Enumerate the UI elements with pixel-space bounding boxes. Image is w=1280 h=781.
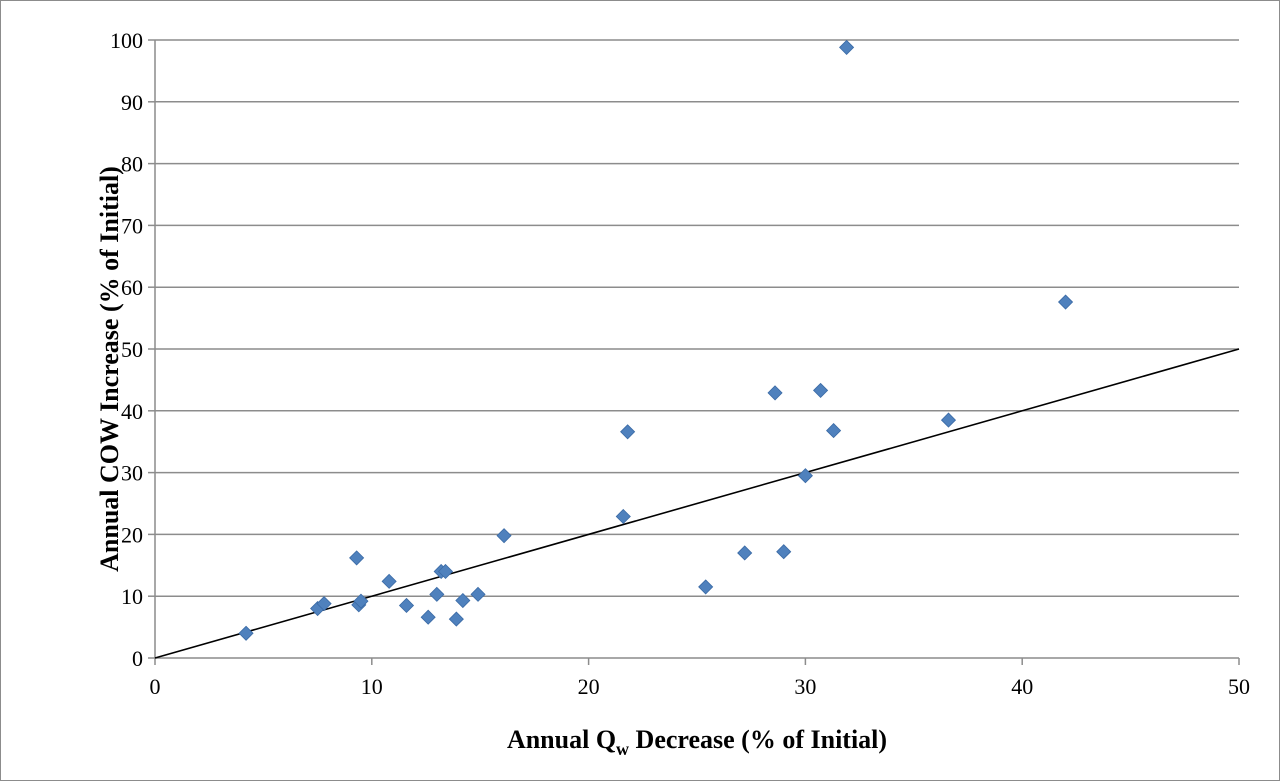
- data-point: [437, 563, 454, 580]
- data-point: [615, 508, 631, 525]
- data-point: [496, 528, 512, 544]
- y-tick-label: 80: [121, 152, 143, 177]
- data-point: [316, 596, 332, 612]
- data-point: [767, 385, 783, 401]
- x-tick-label: 50: [1228, 674, 1250, 699]
- data-point: [455, 592, 471, 609]
- data-point: [813, 382, 829, 398]
- reference-line: [154, 348, 1240, 659]
- y-tick-label: 70: [121, 213, 143, 238]
- data-point: [429, 586, 445, 602]
- gridlines: [148, 39, 1240, 665]
- data-point: [737, 545, 753, 561]
- y-tick-label: 100: [110, 28, 143, 53]
- y-tick-label: 40: [121, 399, 143, 424]
- x-axis-title: Annual Qw Decrease (% of Initial): [507, 725, 887, 759]
- y-tick-label: 0: [132, 646, 143, 671]
- x-axis-title-subscript: w: [616, 739, 629, 759]
- data-point: [470, 586, 486, 602]
- axes: [154, 40, 1239, 659]
- y-tick-label: 10: [121, 584, 143, 609]
- reference-line-group: [154, 348, 1240, 659]
- data-point: [797, 468, 813, 484]
- data-point: [776, 544, 792, 560]
- data-point: [698, 579, 714, 595]
- data-point: [349, 550, 365, 566]
- y-tick-label: 60: [121, 275, 143, 300]
- y-tick-label: 50: [121, 337, 143, 362]
- data-point: [238, 625, 254, 641]
- data-point: [420, 609, 436, 625]
- x-tick-label: 10: [361, 674, 383, 699]
- data-point: [1057, 294, 1074, 310]
- data-point: [839, 39, 855, 55]
- data-point: [620, 424, 636, 440]
- data-point: [940, 412, 957, 428]
- y-tick-labels: 0 10 20 30 40 50 60 70 80 90 100: [110, 28, 143, 671]
- x-tick-label: 20: [578, 674, 600, 699]
- x-tick-label: 30: [794, 674, 816, 699]
- data-points: [238, 39, 1074, 641]
- y-tick-label: 90: [121, 90, 143, 115]
- data-point: [448, 611, 464, 627]
- data-point: [826, 423, 842, 439]
- x-tick-label: 40: [1011, 674, 1033, 699]
- y-tick-label: 30: [121, 461, 143, 486]
- x-axis-title-main: Annual Q: [507, 725, 616, 754]
- x-tick-labels: 0 10 20 30 40 50: [150, 674, 1251, 699]
- data-point: [381, 573, 397, 589]
- y-axis-title: Annual COW Increase (% of Initial): [95, 166, 124, 572]
- x-tick-label: 0: [150, 674, 161, 699]
- data-point: [353, 593, 369, 609]
- y-tick-label: 20: [121, 522, 143, 547]
- x-axis-title-rest: Decrease (% of Initial): [629, 725, 887, 754]
- data-point: [398, 597, 415, 614]
